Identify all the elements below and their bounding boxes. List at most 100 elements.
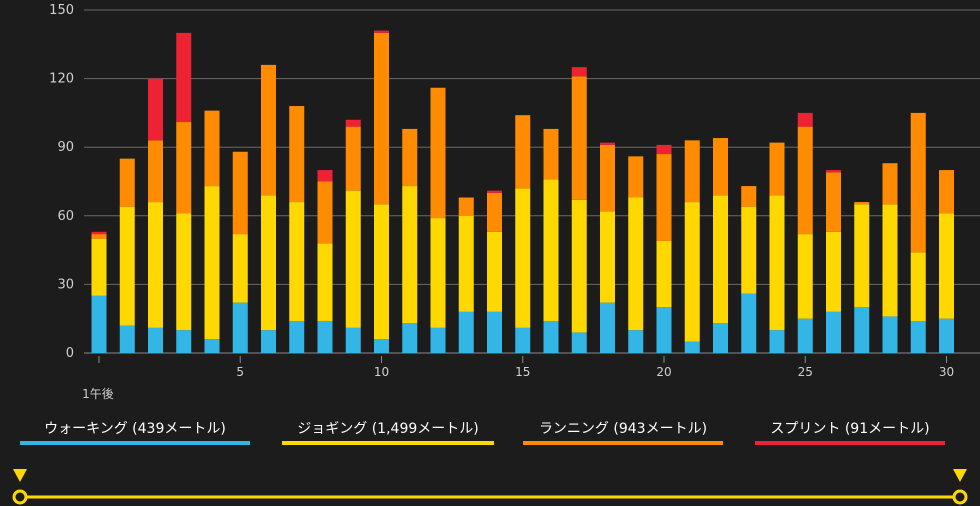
- bar-segment[interactable]: [345, 126, 361, 191]
- bar-segment[interactable]: [797, 234, 813, 319]
- bar-segment[interactable]: [713, 138, 728, 196]
- bar-segment[interactable]: [91, 238, 107, 296]
- bar-segment[interactable]: [458, 311, 474, 353]
- right-slider-handle[interactable]: [952, 489, 968, 505]
- bar-segment[interactable]: [826, 170, 841, 173]
- bar-segment[interactable]: [289, 202, 305, 321]
- bar-segment[interactable]: [148, 140, 163, 203]
- bar-segment[interactable]: [345, 190, 361, 328]
- bar-segment[interactable]: [600, 211, 615, 303]
- bar-segment[interactable]: [571, 67, 587, 77]
- legend-item[interactable]: スプリント (91メートル): [755, 418, 945, 445]
- bar-segment[interactable]: [628, 197, 644, 331]
- bar-segment[interactable]: [656, 154, 672, 241]
- bar-segment[interactable]: [91, 295, 107, 353]
- bar-segment[interactable]: [769, 330, 785, 353]
- bar-segment[interactable]: [232, 151, 248, 235]
- bar-segment[interactable]: [656, 144, 672, 155]
- bar-segment[interactable]: [826, 231, 841, 312]
- bar-segment[interactable]: [939, 318, 954, 353]
- bar-segment[interactable]: [91, 234, 107, 239]
- bar-segment[interactable]: [910, 112, 926, 253]
- bar-segment[interactable]: [345, 327, 361, 353]
- bar-segment[interactable]: [600, 302, 615, 353]
- bar-segment[interactable]: [148, 78, 163, 141]
- bar-segment[interactable]: [317, 320, 333, 353]
- bar-segment[interactable]: [684, 202, 700, 342]
- bar-segment[interactable]: [430, 87, 446, 219]
- bar-segment[interactable]: [345, 119, 361, 127]
- bar-segment[interactable]: [317, 243, 333, 321]
- bar-segment[interactable]: [402, 323, 418, 353]
- bar-segment[interactable]: [458, 215, 474, 312]
- bar-segment[interactable]: [571, 332, 587, 353]
- bar-segment[interactable]: [317, 170, 333, 182]
- bar-segment[interactable]: [487, 192, 502, 232]
- legend-item[interactable]: ジョギング (1,499メートル): [282, 418, 494, 445]
- bar-segment[interactable]: [684, 140, 700, 203]
- bar-segment[interactable]: [204, 110, 220, 187]
- bar-segment[interactable]: [374, 339, 389, 353]
- bar-segment[interactable]: [204, 339, 220, 353]
- bar-segment[interactable]: [826, 311, 841, 353]
- bar-segment[interactable]: [797, 318, 813, 353]
- legend-item[interactable]: ランニング (943メートル): [523, 418, 723, 445]
- bar-segment[interactable]: [148, 327, 163, 353]
- bar-segment[interactable]: [741, 186, 757, 207]
- bar-segment[interactable]: [797, 126, 813, 235]
- bar-segment[interactable]: [656, 307, 672, 353]
- bar-segment[interactable]: [176, 213, 192, 331]
- bar-segment[interactable]: [119, 206, 135, 326]
- legend-item[interactable]: ウォーキング (439メートル): [20, 418, 250, 445]
- bar-segment[interactable]: [741, 293, 757, 353]
- bar-segment[interactable]: [571, 199, 587, 333]
- bar-segment[interactable]: [119, 158, 135, 207]
- bar-segment[interactable]: [374, 30, 389, 33]
- bar-segment[interactable]: [430, 327, 446, 353]
- bar-segment[interactable]: [176, 32, 192, 123]
- bar-segment[interactable]: [515, 327, 531, 353]
- bar-segment[interactable]: [317, 181, 333, 244]
- right-handle-marker-icon[interactable]: [953, 469, 967, 482]
- bar-segment[interactable]: [910, 320, 926, 353]
- bar-segment[interactable]: [232, 302, 248, 353]
- bar-segment[interactable]: [769, 195, 785, 331]
- bar-segment[interactable]: [939, 170, 954, 214]
- bar-segment[interactable]: [882, 316, 898, 353]
- bar-segment[interactable]: [939, 213, 954, 319]
- left-slider-handle[interactable]: [12, 489, 28, 505]
- bar-segment[interactable]: [289, 106, 305, 203]
- bar-segment[interactable]: [515, 188, 531, 328]
- bar-segment[interactable]: [91, 231, 107, 235]
- bar-segment[interactable]: [402, 128, 418, 187]
- bar-segment[interactable]: [487, 231, 502, 312]
- bar-segment[interactable]: [176, 330, 192, 353]
- bar-segment[interactable]: [543, 128, 559, 180]
- bar-segment[interactable]: [458, 197, 474, 216]
- bar-segment[interactable]: [176, 122, 192, 214]
- bar-segment[interactable]: [656, 240, 672, 308]
- bar-segment[interactable]: [261, 330, 276, 353]
- bar-segment[interactable]: [882, 163, 898, 205]
- bar-segment[interactable]: [797, 112, 813, 127]
- bar-segment[interactable]: [261, 64, 276, 196]
- bar-segment[interactable]: [600, 142, 615, 145]
- bar-segment[interactable]: [854, 204, 870, 308]
- bar-segment[interactable]: [148, 202, 163, 328]
- bar-segment[interactable]: [713, 323, 728, 353]
- time-range-slider[interactable]: [0, 466, 980, 506]
- bar-segment[interactable]: [910, 252, 926, 321]
- bar-segment[interactable]: [826, 172, 841, 232]
- bar-segment[interactable]: [571, 76, 587, 200]
- left-handle-marker-icon[interactable]: [13, 469, 27, 482]
- bar-segment[interactable]: [119, 325, 135, 353]
- bar-segment[interactable]: [289, 320, 305, 353]
- bar-segment[interactable]: [487, 190, 502, 193]
- bar-segment[interactable]: [854, 202, 870, 205]
- bar-segment[interactable]: [515, 115, 531, 189]
- bar-segment[interactable]: [543, 320, 559, 353]
- bar-segment[interactable]: [713, 195, 728, 324]
- bar-segment[interactable]: [204, 186, 220, 340]
- bar-segment[interactable]: [430, 218, 446, 328]
- bar-segment[interactable]: [487, 311, 502, 353]
